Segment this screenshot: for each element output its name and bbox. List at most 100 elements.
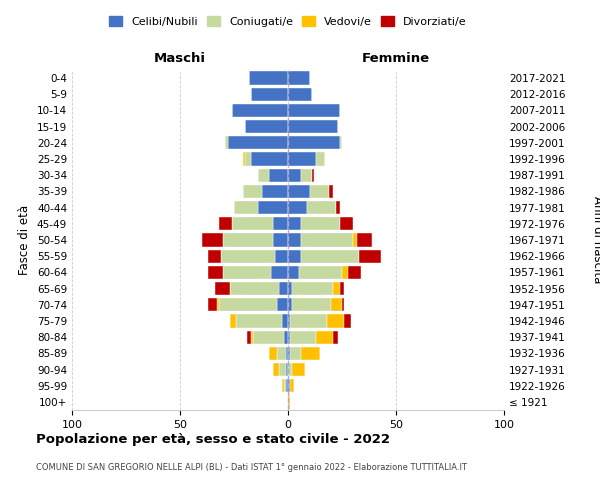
Bar [221,250,275,263]
Bar [223,234,273,246]
Bar [245,120,288,134]
Bar [219,298,277,312]
Text: COMUNE DI SAN GREGORIO NELLE ALPI (BL) - Dati ISTAT 1° gennaio 2022 - Elaborazio: COMUNE DI SAN GREGORIO NELLE ALPI (BL) -… [36,462,467,471]
Bar [217,298,219,312]
Bar [310,185,329,198]
Bar [245,152,251,166]
Bar [316,152,325,166]
Bar [292,363,305,376]
Bar [312,168,314,182]
Bar [273,234,288,246]
Bar [269,346,277,360]
Bar [277,346,286,360]
Bar [286,363,288,376]
Bar [280,282,288,295]
Bar [353,234,357,246]
Bar [242,152,245,166]
Bar [249,72,288,85]
Bar [301,168,312,182]
Text: Maschi: Maschi [154,52,206,65]
Bar [290,346,301,360]
Bar [288,185,310,198]
Bar [269,168,288,182]
Bar [223,266,271,279]
Bar [227,136,288,149]
Bar [292,282,334,295]
Bar [290,314,327,328]
Bar [301,346,320,360]
Bar [307,201,335,214]
Bar [219,217,232,230]
Bar [288,266,299,279]
Bar [288,120,338,134]
Bar [331,298,342,312]
Bar [280,363,286,376]
Bar [273,217,288,230]
Legend: Celibi/Nubili, Coniugati/e, Vedovi/e, Divorziati/e: Celibi/Nubili, Coniugati/e, Vedovi/e, Di… [109,16,467,27]
Bar [288,104,340,117]
Bar [234,201,258,214]
Bar [247,330,251,344]
Bar [334,330,338,344]
Bar [208,250,221,263]
Bar [236,314,281,328]
Bar [242,185,262,198]
Bar [286,346,288,360]
Bar [290,330,316,344]
Bar [288,330,290,344]
Bar [251,330,253,344]
Bar [258,168,269,182]
Bar [301,217,340,230]
Bar [288,201,307,214]
Bar [226,136,227,149]
Bar [288,72,310,85]
Bar [251,88,288,101]
Bar [232,104,288,117]
Bar [340,282,344,295]
Bar [262,185,288,198]
Text: Popolazione per età, sesso e stato civile - 2022: Popolazione per età, sesso e stato civil… [36,432,390,446]
Bar [340,217,353,230]
Bar [288,152,316,166]
Bar [327,314,344,328]
Bar [208,266,223,279]
Bar [258,201,288,214]
Bar [344,314,350,328]
Bar [349,266,361,279]
Bar [288,250,301,263]
Bar [288,346,290,360]
Bar [292,298,331,312]
Bar [277,298,288,312]
Bar [288,282,292,295]
Bar [281,379,284,392]
Bar [281,314,288,328]
Bar [288,396,290,408]
Bar [288,379,290,392]
Bar [299,266,342,279]
Bar [208,298,217,312]
Bar [253,330,284,344]
Bar [284,379,286,392]
Bar [357,234,372,246]
Bar [284,330,288,344]
Bar [288,298,292,312]
Bar [316,330,334,344]
Bar [342,298,344,312]
Bar [340,136,342,149]
Bar [288,234,301,246]
Bar [271,266,288,279]
Bar [230,282,280,295]
Bar [286,379,288,392]
Bar [329,185,334,198]
Bar [230,314,236,328]
Bar [273,363,280,376]
Bar [335,201,340,214]
Text: Femmine: Femmine [362,52,430,65]
Text: Anni di nascita: Anni di nascita [590,196,600,284]
Bar [301,250,359,263]
Bar [334,282,340,295]
Bar [359,250,381,263]
Bar [290,379,295,392]
Bar [342,266,349,279]
Bar [202,234,223,246]
